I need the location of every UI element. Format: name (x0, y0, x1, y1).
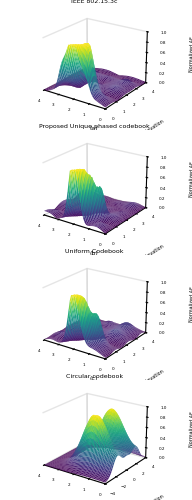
X-axis label: azimuth: azimuth (43, 130, 64, 140)
Text: (a): (a) (90, 126, 98, 130)
Y-axis label: elevation: elevation (143, 368, 165, 384)
Title: Proposed Unique phased codebook: Proposed Unique phased codebook (39, 124, 149, 129)
Title: Circular codebook: Circular codebook (65, 374, 123, 379)
X-axis label: azimuth: azimuth (43, 254, 64, 265)
Y-axis label: elevation: elevation (143, 118, 165, 134)
Text: (c): (c) (90, 376, 98, 381)
Title: Uniform Codebook: Uniform Codebook (65, 249, 123, 254)
Text: (b): (b) (90, 251, 98, 256)
Y-axis label: elevation: elevation (143, 493, 165, 500)
X-axis label: azimuth: azimuth (43, 380, 64, 390)
Y-axis label: elevation: elevation (143, 243, 165, 260)
Title: IEEE 802.15.3c: IEEE 802.15.3c (71, 0, 117, 4)
